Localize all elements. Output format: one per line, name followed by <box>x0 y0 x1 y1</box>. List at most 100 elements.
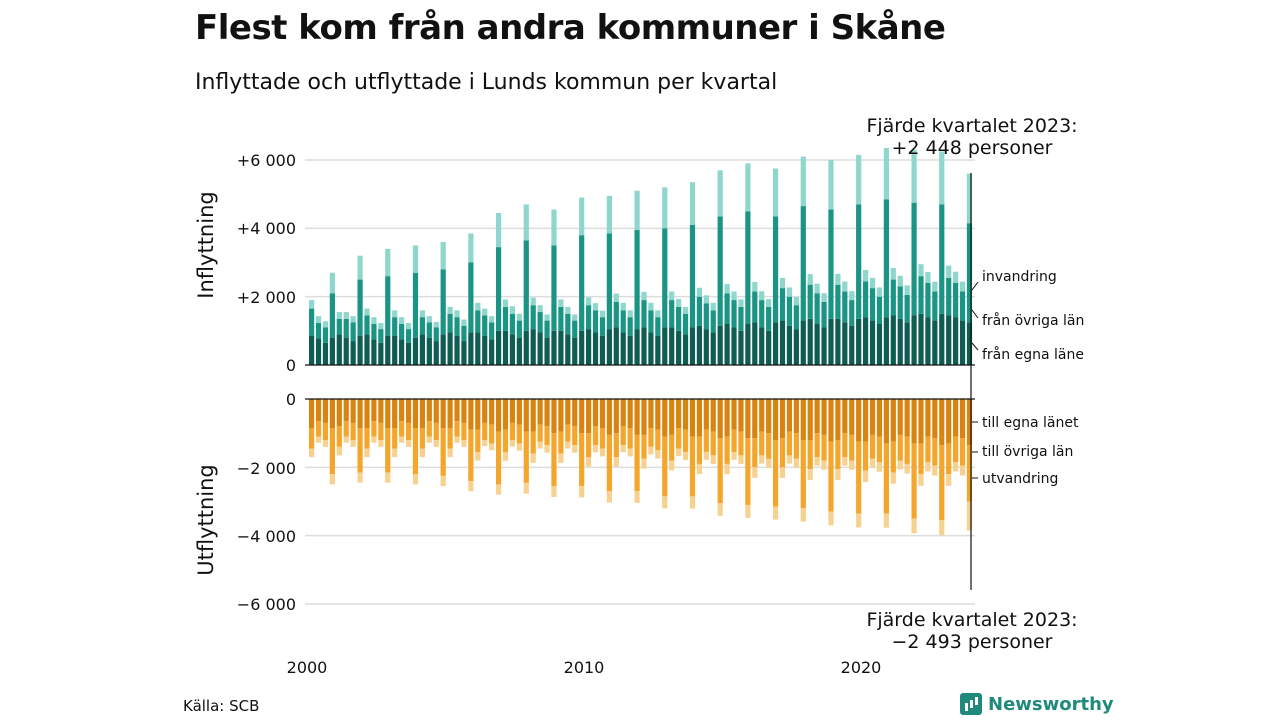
bar-out-2-2008Q1 <box>530 431 536 454</box>
chart-subtitle: Inflyttade och utflyttade i Lunds kommun… <box>195 70 778 95</box>
bar-out-2-2023Q1 <box>946 443 952 475</box>
bar-in-2-2021Q3 <box>904 294 910 323</box>
bar-in-2-2000Q2 <box>315 322 322 339</box>
bar-out-2-2016Q4 <box>772 440 779 507</box>
bar-out-3-2020Q3 <box>876 462 883 472</box>
bar-out-1-2007Q4 <box>523 399 529 432</box>
bar-out-3-2008Q4 <box>551 486 557 498</box>
bar-out-1-2013Q2 <box>676 399 682 429</box>
bar-out-2-2003Q3 <box>405 422 412 440</box>
bar-in-1-2018Q3 <box>821 327 827 365</box>
bar-out-1-2002Q4 <box>385 399 391 429</box>
bar-out-2-2018Q4 <box>828 441 834 512</box>
bar-out-1-2001Q3 <box>350 399 356 423</box>
bar-out-3-2005Q2 <box>454 436 460 443</box>
bar-in-3-2007Q4 <box>523 204 529 241</box>
bar-out-2-2020Q2 <box>869 434 876 459</box>
bar-out-2-2008Q2 <box>537 424 543 442</box>
bar-in-2-2005Q1 <box>447 313 453 333</box>
annotation-bottom-line2: −2 493 personer <box>892 631 1053 653</box>
bar-out-3-2020Q4 <box>883 513 889 528</box>
bar-in-3-2017Q1 <box>779 277 786 289</box>
bar-out-1-2014Q3 <box>710 399 716 432</box>
bar-in-2-2020Q4 <box>883 199 889 318</box>
bar-out-1-2010Q2 <box>592 399 599 427</box>
bar-in-1-2011Q4 <box>634 329 640 365</box>
bar-in-1-2008Q3 <box>544 337 550 365</box>
bar-out-2-2013Q1 <box>669 434 675 461</box>
bar-in-2-2022Q2 <box>925 283 931 318</box>
bar-in-2-2017Q4 <box>800 206 806 321</box>
brand-logo[interactable]: Newsworthy <box>960 693 1114 715</box>
bar-in-3-2019Q1 <box>835 273 841 285</box>
bar-out-1-2002Q3 <box>378 399 384 423</box>
y-tick-top-6000: +6 000 <box>237 151 296 170</box>
bar-in-1-2018Q2 <box>814 324 820 365</box>
bar-out-3-2006Q4 <box>495 484 502 495</box>
bar-in-3-2020Q1 <box>863 270 869 282</box>
bar-in-2-2003Q4 <box>412 272 419 338</box>
bar-in-2-2015Q1 <box>724 293 730 324</box>
bar-in-1-2013Q2 <box>676 330 682 365</box>
bar-in-2-2011Q1 <box>613 301 619 328</box>
bar-in-2-2000Q3 <box>322 327 329 343</box>
bar-in-2-2016Q2 <box>759 300 765 328</box>
bar-out-3-2012Q4 <box>662 496 668 509</box>
bar-out-3-2000Q2 <box>315 436 322 443</box>
bar-out-2-2015Q2 <box>731 429 737 452</box>
bar-in-1-2003Q4 <box>412 337 419 365</box>
bar-out-2-2015Q1 <box>724 436 730 464</box>
bar-in-2-2010Q3 <box>599 317 606 336</box>
bar-out-1-2011Q3 <box>627 399 633 429</box>
bar-in-3-2010Q1 <box>586 297 592 306</box>
bar-in-2-2023Q3 <box>959 291 966 321</box>
x-tick-2000: 2000 <box>287 658 328 677</box>
bar-out-1-2009Q2 <box>565 399 571 425</box>
bar-out-3-2012Q1 <box>641 458 647 469</box>
bar-in-2-2004Q1 <box>419 317 425 335</box>
bar-in-3-2018Q1 <box>807 274 813 285</box>
annotation-top-line1: Fjärde kvartalet 2023: <box>866 115 1077 137</box>
bar-in-3-2002Q1 <box>364 308 370 316</box>
bar-out-3-2010Q4 <box>606 491 612 503</box>
bar-out-1-2020Q4 <box>883 399 889 444</box>
bar-in-2-2022Q4 <box>939 204 945 314</box>
bar-in-3-2012Q1 <box>641 291 647 301</box>
bar-in-1-2015Q3 <box>738 330 744 365</box>
bar-out-1-2018Q3 <box>821 399 827 435</box>
bar-in-1-2019Q1 <box>835 318 841 365</box>
bar-out-3-2003Q2 <box>399 436 405 443</box>
x-tick-2020: 2020 <box>841 658 882 677</box>
bar-out-3-2004Q3 <box>433 440 439 447</box>
bar-in-2-2013Q3 <box>682 313 689 335</box>
bar-out-3-2011Q3 <box>627 448 633 457</box>
bar-in-1-2008Q4 <box>551 330 557 365</box>
annotation-top: Fjärde kvartalet 2023: +2 448 personer <box>866 115 1077 159</box>
y-tick-top-0: 0 <box>286 356 296 375</box>
bar-out-3-2019Q1 <box>835 469 841 480</box>
bar-out-3-2014Q2 <box>703 451 709 460</box>
bar-out-1-2019Q1 <box>835 399 841 440</box>
bar-in-2-2005Q4 <box>468 262 474 333</box>
bar-in-1-2008Q2 <box>537 332 543 365</box>
y-tick-top-4000: +4 000 <box>237 219 296 238</box>
bar-out-1-2011Q2 <box>620 399 626 427</box>
bar-out-2-2008Q4 <box>551 433 557 487</box>
bar-in-3-2011Q3 <box>627 310 633 318</box>
bar-in-1-2005Q1 <box>447 332 453 365</box>
bar-in-2-2020Q2 <box>869 288 876 321</box>
bar-out-1-2021Q3 <box>904 399 910 437</box>
bar-out-3-2023Q4 <box>966 501 973 531</box>
bar-in-3-2014Q1 <box>696 287 702 297</box>
bar-in-1-2004Q1 <box>419 334 425 365</box>
bar-out-1-2008Q2 <box>537 399 543 425</box>
bar-out-1-2003Q2 <box>399 399 405 422</box>
bar-in-1-2022Q2 <box>925 317 931 365</box>
bar-out-2-2013Q2 <box>676 428 682 449</box>
bar-in-3-2006Q3 <box>489 316 495 323</box>
bar-in-1-2012Q1 <box>641 327 647 365</box>
bar-out-1-2006Q4 <box>495 399 502 432</box>
bar-out-3-2023Q3 <box>959 465 966 476</box>
bar-out-3-2004Q2 <box>426 436 432 443</box>
